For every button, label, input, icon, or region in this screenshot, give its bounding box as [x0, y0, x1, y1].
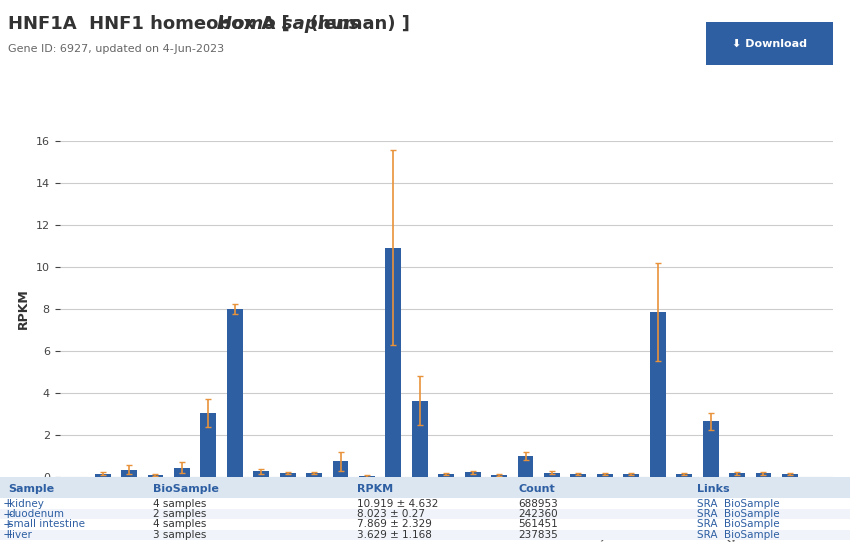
Bar — [201, 413, 216, 477]
Y-axis label: RPKM: RPKM — [17, 288, 30, 330]
Text: 4 samples: 4 samples — [153, 519, 207, 530]
Bar — [623, 474, 639, 477]
Text: SRA  BioSample: SRA BioSample — [697, 519, 779, 530]
Bar — [174, 468, 190, 477]
Bar — [491, 475, 507, 477]
Bar — [0, 509, 850, 519]
Bar — [782, 474, 798, 477]
Bar — [148, 475, 163, 477]
Bar — [649, 312, 666, 477]
Text: Homo sapiens: Homo sapiens — [217, 15, 360, 33]
Text: (human) ]: (human) ] — [310, 15, 410, 33]
Text: +: + — [3, 507, 14, 520]
Text: +: + — [3, 528, 14, 541]
Text: SRA  BioSample: SRA BioSample — [697, 499, 779, 508]
Text: Sample: Sample — [8, 483, 54, 494]
Text: small intestine: small intestine — [8, 519, 86, 530]
Bar — [703, 421, 718, 477]
Text: 3 samples: 3 samples — [153, 530, 207, 540]
Text: Gene ID: 6927, updated on 4-Jun-2023: Gene ID: 6927, updated on 4-Jun-2023 — [8, 44, 224, 54]
Text: 4 samples: 4 samples — [153, 499, 207, 508]
Text: 8.023 ± 0.27: 8.023 ± 0.27 — [357, 509, 425, 519]
Text: duodenum: duodenum — [8, 509, 65, 519]
Bar — [597, 474, 613, 477]
Text: Count: Count — [518, 483, 555, 494]
Bar — [385, 248, 401, 477]
Text: 688953: 688953 — [518, 499, 558, 508]
Text: 10.919 ± 4.632: 10.919 ± 4.632 — [357, 499, 439, 508]
Text: 561451: 561451 — [518, 519, 558, 530]
Bar — [121, 469, 137, 477]
Text: SRA  BioSample: SRA BioSample — [697, 530, 779, 540]
Bar — [677, 474, 692, 477]
Bar — [359, 476, 375, 477]
Text: kidney: kidney — [8, 499, 43, 508]
Text: +: + — [3, 497, 14, 510]
Text: 242360: 242360 — [518, 509, 558, 519]
Bar — [412, 401, 428, 477]
Bar — [439, 474, 454, 477]
Text: SRA  BioSample: SRA BioSample — [697, 509, 779, 519]
Bar — [332, 461, 348, 477]
Bar — [544, 473, 560, 477]
Bar — [0, 519, 850, 530]
Bar — [518, 456, 534, 477]
FancyBboxPatch shape — [699, 20, 839, 67]
Bar — [756, 473, 772, 477]
Text: 3.629 ± 1.168: 3.629 ± 1.168 — [357, 530, 432, 540]
Bar — [0, 530, 850, 540]
Bar — [94, 474, 110, 477]
Bar — [570, 474, 586, 477]
Text: HNF1A  HNF1 homeobox A [: HNF1A HNF1 homeobox A [ — [8, 15, 290, 33]
Bar — [0, 499, 850, 509]
Bar — [227, 309, 243, 477]
Bar — [0, 477, 850, 500]
Text: +: + — [3, 518, 14, 531]
Bar — [306, 473, 322, 477]
Text: 7.869 ± 2.329: 7.869 ± 2.329 — [357, 519, 432, 530]
Bar — [280, 473, 296, 477]
Text: 2 samples: 2 samples — [153, 509, 207, 519]
Text: liver: liver — [8, 530, 31, 540]
Text: Links: Links — [697, 483, 729, 494]
Bar — [253, 471, 269, 477]
Bar — [465, 472, 480, 477]
Text: ⬇ Download: ⬇ Download — [732, 38, 807, 48]
Text: RPKM: RPKM — [357, 483, 393, 494]
Text: 237835: 237835 — [518, 530, 558, 540]
Text: BioSample: BioSample — [153, 483, 218, 494]
Bar — [729, 473, 745, 477]
